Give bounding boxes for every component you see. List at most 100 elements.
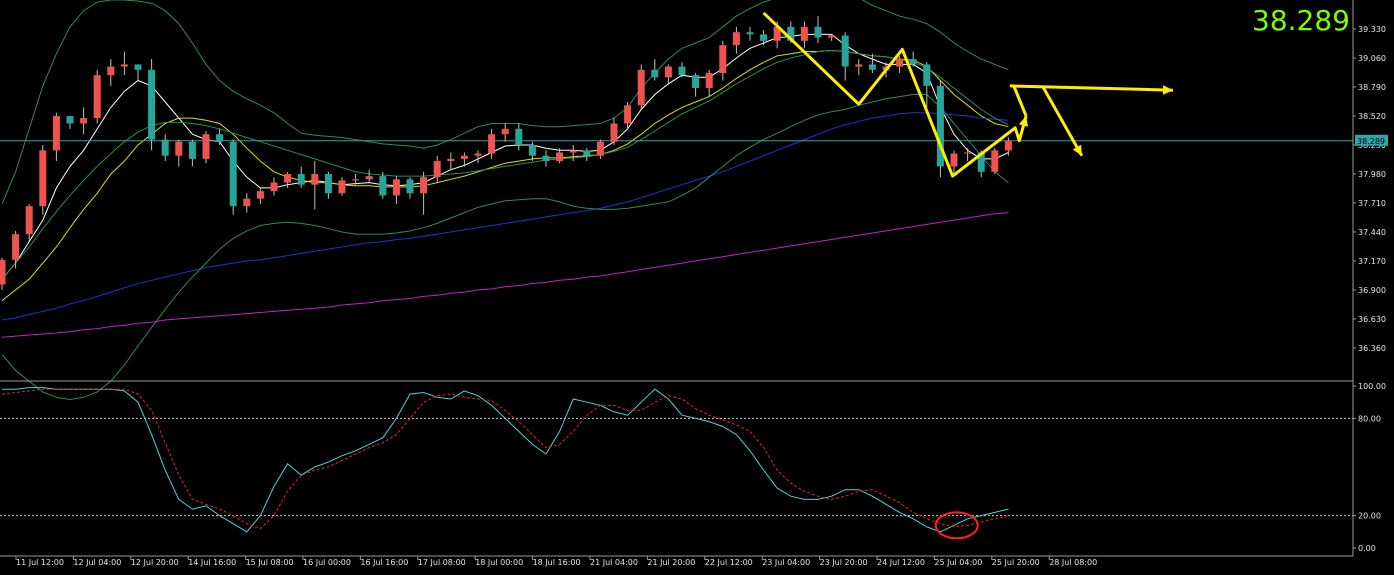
- price-tick-label: 39.330: [1358, 25, 1386, 34]
- time-tick-label: 12 Jul 20:00: [131, 558, 179, 567]
- bear-candle: [324, 173, 332, 194]
- bull-candle: [501, 128, 509, 135]
- time-tick-label: 21 Jul 20:00: [647, 558, 695, 567]
- bull-candle: [311, 173, 319, 185]
- bull-candle: [773, 26, 781, 41]
- bull-candle: [855, 64, 863, 67]
- bull-candle: [365, 176, 373, 180]
- price-tick-label: 36.900: [1358, 286, 1386, 295]
- time-tick-label: 12 Jul 04:00: [73, 558, 121, 567]
- stoch-cross-highlight-circle: [934, 511, 979, 540]
- bear-candle: [406, 179, 414, 194]
- bull-candle: [474, 153, 482, 156]
- bear-candle: [66, 115, 74, 124]
- forecast-zigzag-arrowhead: [1018, 115, 1029, 127]
- bull-candle: [270, 182, 278, 192]
- bull-candle: [93, 75, 101, 119]
- bull-candle: [80, 118, 88, 124]
- bear-candle: [977, 152, 985, 172]
- price-tick-label: 37.440: [1358, 228, 1386, 237]
- bull-candle: [447, 158, 455, 162]
- bull-candle: [202, 134, 210, 159]
- time-tick-label: 17 Jul 08:00: [418, 558, 466, 567]
- bear-candle: [528, 144, 536, 156]
- bull-candle: [569, 150, 577, 153]
- current-price-big-label: 38.289: [1252, 4, 1350, 37]
- price-tick-label: 36.630: [1358, 315, 1386, 324]
- stoch-tick-label: 0.00: [1358, 544, 1376, 553]
- bull-candle: [460, 155, 468, 159]
- bull-candle: [1004, 140, 1012, 151]
- time-tick-label: 18 Jul 00:00: [475, 558, 523, 567]
- bear-candle: [583, 150, 591, 156]
- bear-candle: [760, 34, 768, 41]
- ma-fast-line: [1, 33, 1009, 280]
- bull-candle: [256, 191, 264, 199]
- bear-candle: [814, 26, 822, 38]
- time-tick-label: 16 Jul 00:00: [303, 558, 351, 567]
- bull-candle: [896, 59, 904, 67]
- bear-candle: [542, 155, 550, 162]
- bear-candle: [216, 134, 224, 142]
- price-tick-label: 38.520: [1358, 112, 1386, 121]
- bear-candle: [161, 139, 169, 156]
- time-tick-label: 23 Jul 04:00: [762, 558, 810, 567]
- bear-candle: [379, 176, 387, 196]
- price-tick-label: 39.060: [1358, 54, 1386, 63]
- bull-candle: [950, 153, 958, 167]
- price-panel: [0, 0, 1353, 401]
- time-tick-label: 21 Jul 04:00: [590, 558, 638, 567]
- price-tick-label: 37.170: [1358, 257, 1386, 266]
- bull-candle: [243, 198, 251, 207]
- bull-candle: [433, 161, 441, 178]
- bear-candle: [229, 141, 237, 207]
- bear-candle: [148, 69, 156, 140]
- time-tick-label: 15 Jul 08:00: [246, 558, 294, 567]
- bull-candle: [732, 32, 740, 46]
- stoch-k-line: [2, 387, 1009, 533]
- bull-candle: [392, 179, 400, 196]
- bull-candle: [624, 105, 632, 124]
- bull-candle: [488, 134, 496, 154]
- time-tick-label: 23 Jul 20:00: [820, 558, 868, 567]
- forecast-flat-arrow: [1009, 84, 1174, 92]
- time-tick-label: 22 Jul 12:00: [705, 558, 753, 567]
- time-tick-label: 18 Jul 16:00: [533, 558, 581, 567]
- forecast-zigzag: [762, 11, 1028, 178]
- bear-candle: [909, 59, 917, 65]
- bear-candle: [651, 69, 659, 78]
- price-tick-label: 36.360: [1358, 344, 1386, 353]
- bull-candle: [338, 180, 346, 194]
- bull-candle: [828, 35, 836, 38]
- price-tag-box: [1355, 134, 1388, 146]
- bull-candle: [284, 173, 292, 183]
- bear-candle: [515, 128, 523, 145]
- bull-candle: [25, 206, 33, 235]
- stoch-tick-label: 100.00: [1358, 382, 1386, 391]
- bear-candle: [787, 26, 795, 41]
- bear-candle: [841, 35, 849, 67]
- bear-candle: [923, 64, 931, 86]
- bear-candle: [297, 173, 305, 185]
- bull-candle: [637, 69, 645, 106]
- bull-candle: [0, 259, 6, 285]
- bear-candle: [692, 75, 700, 89]
- bull-candle: [39, 150, 47, 207]
- bear-candle: [678, 66, 686, 76]
- time-tick-label: 14 Jul 16:00: [188, 558, 236, 567]
- bull-candle: [719, 45, 727, 74]
- forecast-connector: [1012, 85, 1028, 117]
- bull-candle: [610, 123, 618, 142]
- bear-candle: [936, 85, 944, 167]
- bull-candle: [800, 26, 808, 41]
- bull-candle: [556, 152, 564, 162]
- bb-mid-line: [1, 49, 1009, 280]
- bull-candle: [991, 150, 999, 172]
- stoch-d-line: [1, 388, 1009, 530]
- bull-candle: [420, 177, 428, 194]
- forecast-down-arrow-arrowhead: [1072, 144, 1082, 156]
